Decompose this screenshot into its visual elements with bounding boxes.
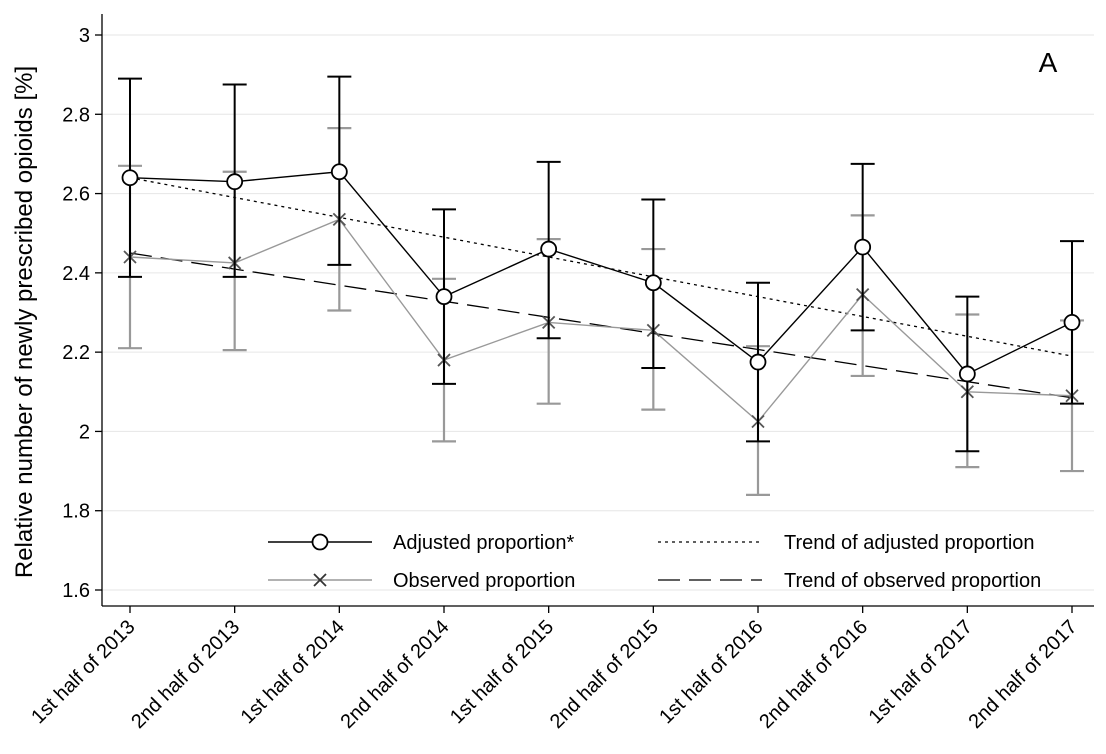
data-point	[644, 274, 662, 292]
gridlines	[102, 34, 1094, 591]
legend-item-observed: Observed proportion	[268, 570, 575, 592]
data-point	[226, 173, 244, 191]
legend-item-adjusted: Adjusted proportion*	[268, 532, 574, 554]
legend: Adjusted proportion* Trend of adjusted pr…	[268, 532, 1041, 592]
data-point	[330, 163, 348, 181]
legend-label: Observed proportion	[393, 570, 575, 592]
y-tick-label: 2.4	[62, 263, 90, 285]
data-series	[118, 75, 1084, 496]
x-tick-label: 1st half of 2016	[655, 616, 767, 728]
trend-line-adjusted	[129, 177, 1073, 357]
x-tick-label: 2nd half of 2013	[127, 616, 244, 733]
y-tick-label: 2.8	[62, 104, 90, 126]
legend-label: Trend of observed proportion	[784, 570, 1041, 592]
y-axis-title: Relative number of newly prescribed opio…	[11, 66, 38, 578]
x-tick-label: 1st half of 2014	[237, 616, 349, 728]
data-point	[435, 288, 453, 306]
data-point	[1063, 314, 1081, 331]
panel-label: A	[1039, 47, 1058, 78]
x-tick-label: 1st half of 2017	[865, 616, 977, 728]
series-observed	[118, 127, 1084, 496]
x-tick-label: 1st half of 2015	[446, 616, 558, 728]
y-tick-label: 2.2	[62, 342, 90, 364]
data-point	[121, 169, 139, 187]
legend-swatch-marker	[313, 573, 327, 587]
legend-label: Adjusted proportion*	[393, 532, 574, 554]
data-point	[854, 238, 872, 256]
y-tick-label: 2	[79, 421, 90, 443]
legend-item-trend-observed: Trend of observed proportion	[658, 570, 1041, 592]
legend-swatch-marker	[311, 533, 329, 551]
legend-label: Trend of adjusted proportion	[784, 532, 1035, 554]
data-point	[749, 353, 767, 371]
trend-lines	[129, 177, 1073, 399]
data-point	[958, 365, 976, 383]
x-tick-label: 2nd half of 2017	[965, 616, 1082, 733]
y-tick-label: 1.8	[62, 501, 90, 523]
x-tick-label: 2nd half of 2014	[337, 616, 454, 733]
data-point	[540, 240, 558, 258]
series-line	[129, 171, 1073, 375]
trend-line-observed	[129, 252, 1073, 399]
series-line	[129, 218, 1073, 423]
y-tick-label: 1.6	[62, 580, 90, 602]
y-tick-label: 2.6	[62, 184, 90, 206]
x-tick-label: 1st half of 2013	[27, 616, 139, 728]
y-tick-label: 3	[79, 25, 90, 47]
x-tick-label: 2nd half of 2015	[546, 616, 663, 733]
x-tick-label: 2nd half of 2016	[755, 616, 872, 733]
legend-item-trend-adjusted: Trend of adjusted proportion	[658, 532, 1035, 554]
series-adjusted	[118, 75, 1084, 453]
